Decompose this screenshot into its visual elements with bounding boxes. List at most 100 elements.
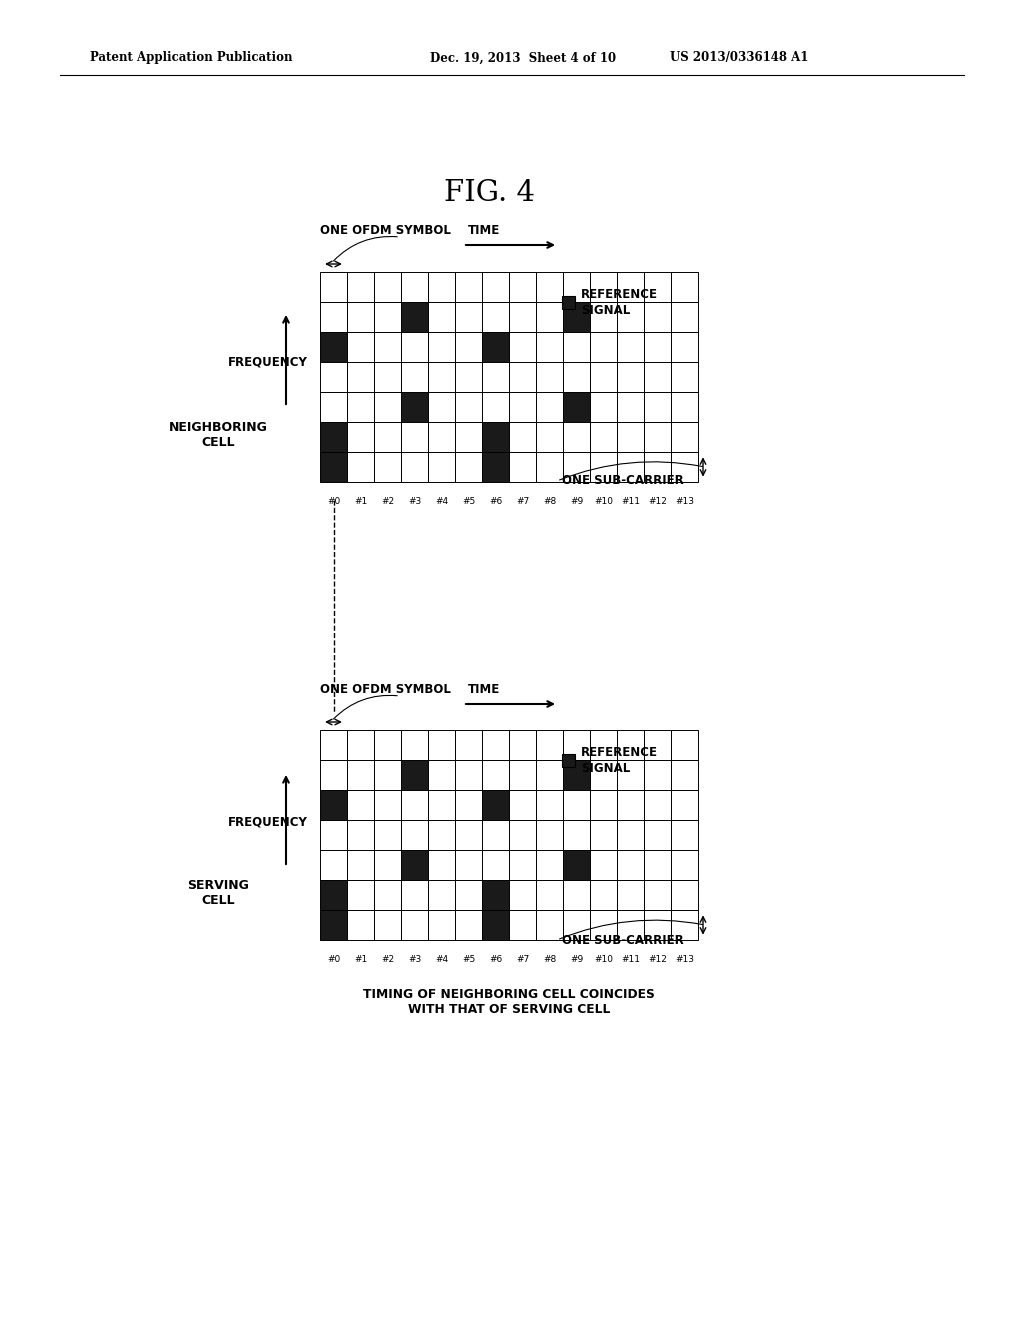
Bar <box>319 422 347 451</box>
Bar <box>617 392 644 422</box>
Bar <box>644 333 671 362</box>
Bar <box>536 850 563 880</box>
Bar <box>401 730 428 760</box>
Bar <box>671 451 698 482</box>
Bar <box>482 422 509 451</box>
Bar <box>644 362 671 392</box>
Bar <box>563 850 590 880</box>
Bar <box>509 302 536 333</box>
Bar <box>590 850 617 880</box>
Bar <box>509 909 536 940</box>
Bar <box>482 909 509 940</box>
Bar <box>590 422 617 451</box>
Bar <box>374 451 401 482</box>
Bar <box>509 333 536 362</box>
Bar <box>509 362 536 392</box>
Bar <box>671 730 698 760</box>
Bar <box>509 730 536 760</box>
Text: ONE OFDM SYMBOL: ONE OFDM SYMBOL <box>319 682 451 696</box>
Bar <box>428 422 455 451</box>
Bar <box>536 362 563 392</box>
Text: #13: #13 <box>675 498 694 506</box>
Bar <box>617 272 644 302</box>
Bar <box>401 451 428 482</box>
Bar <box>428 820 455 850</box>
Bar <box>319 272 347 302</box>
Bar <box>617 909 644 940</box>
Text: #9: #9 <box>570 498 583 506</box>
Text: #11: #11 <box>621 498 640 506</box>
Bar <box>563 302 590 333</box>
Text: #0: #0 <box>327 954 340 964</box>
Bar <box>671 909 698 940</box>
Bar <box>347 333 374 362</box>
Bar <box>428 789 455 820</box>
Bar <box>563 789 590 820</box>
Bar <box>509 820 536 850</box>
Text: #1: #1 <box>354 954 368 964</box>
Bar <box>428 451 455 482</box>
Text: #0: #0 <box>327 498 340 506</box>
Bar <box>590 789 617 820</box>
Bar <box>482 392 509 422</box>
Bar <box>455 730 482 760</box>
Bar <box>644 730 671 760</box>
Text: Dec. 19, 2013  Sheet 4 of 10: Dec. 19, 2013 Sheet 4 of 10 <box>430 51 616 65</box>
Text: US 2013/0336148 A1: US 2013/0336148 A1 <box>670 51 808 65</box>
Bar <box>482 760 509 789</box>
Bar <box>590 362 617 392</box>
Text: #9: #9 <box>570 954 583 964</box>
Bar <box>482 789 509 820</box>
Bar <box>563 422 590 451</box>
Bar <box>590 302 617 333</box>
Text: #7: #7 <box>516 954 529 964</box>
Bar <box>401 272 428 302</box>
Bar <box>644 451 671 482</box>
Bar <box>401 909 428 940</box>
Bar <box>509 789 536 820</box>
Bar <box>455 392 482 422</box>
Bar <box>590 760 617 789</box>
Text: #5: #5 <box>462 954 475 964</box>
Bar <box>319 760 347 789</box>
Bar <box>374 820 401 850</box>
Bar <box>644 392 671 422</box>
Text: #6: #6 <box>488 954 502 964</box>
Text: FREQUENCY: FREQUENCY <box>228 816 308 829</box>
Bar <box>536 302 563 333</box>
Bar <box>482 302 509 333</box>
Text: FIG. 4: FIG. 4 <box>444 180 536 207</box>
Bar <box>482 730 509 760</box>
Bar <box>671 392 698 422</box>
Bar <box>374 909 401 940</box>
Bar <box>401 302 428 333</box>
Bar <box>401 333 428 362</box>
Bar <box>374 850 401 880</box>
Text: #4: #4 <box>435 954 449 964</box>
Text: #5: #5 <box>462 498 475 506</box>
Bar <box>347 820 374 850</box>
Bar <box>401 422 428 451</box>
Bar <box>401 362 428 392</box>
Bar <box>509 760 536 789</box>
Bar <box>536 451 563 482</box>
Bar <box>536 333 563 362</box>
Bar <box>374 272 401 302</box>
Bar <box>617 850 644 880</box>
Text: #3: #3 <box>408 954 421 964</box>
Bar <box>428 302 455 333</box>
Text: NEIGHBORING
CELL: NEIGHBORING CELL <box>169 421 267 449</box>
Bar <box>319 451 347 482</box>
Bar <box>671 880 698 909</box>
Bar <box>347 422 374 451</box>
Bar <box>617 820 644 850</box>
Text: FREQUENCY: FREQUENCY <box>228 355 308 368</box>
Text: ONE SUB-CARRIER: ONE SUB-CARRIER <box>562 933 684 946</box>
Text: #12: #12 <box>648 498 667 506</box>
Bar <box>428 730 455 760</box>
Bar <box>455 451 482 482</box>
Bar <box>319 333 347 362</box>
Bar <box>347 451 374 482</box>
Bar <box>319 302 347 333</box>
Bar <box>563 880 590 909</box>
